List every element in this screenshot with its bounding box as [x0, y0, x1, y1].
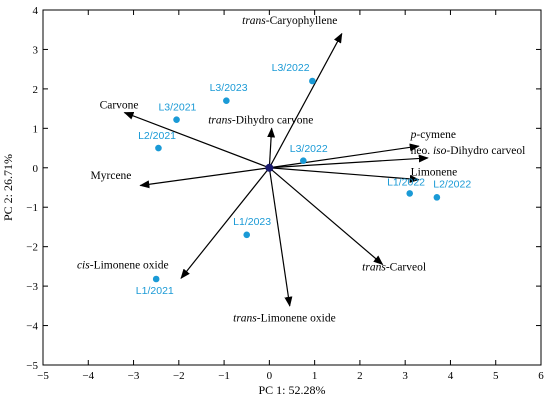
- variable-label-prefix: trans: [208, 115, 232, 127]
- plot-frame: [42, 9, 542, 366]
- observation-point: [152, 275, 160, 283]
- variable-label: trans-Limonene oxide: [233, 313, 336, 325]
- y-tick-label: −3: [26, 281, 38, 293]
- variable-label-text: -Dihydro carveol: [446, 145, 525, 157]
- x-tick-label: −4: [82, 370, 94, 382]
- loading-arrow: [268, 167, 293, 307]
- loading-arrow: [269, 154, 429, 169]
- variable-label-text: -cymene: [416, 129, 456, 141]
- observation-point: [300, 157, 307, 164]
- observation-label: L3/2023: [210, 82, 248, 94]
- x-tick-label: −1: [218, 370, 230, 382]
- variable-label-prefix: p: [410, 129, 417, 141]
- variable-label-text: -Limonene oxide: [90, 259, 169, 271]
- observation-point: [406, 190, 414, 197]
- variable-label-text: Limonene: [411, 167, 458, 179]
- observation-point: [155, 144, 162, 152]
- observation-point: [223, 97, 230, 105]
- variable-label: Limonene: [411, 167, 458, 179]
- x-tick-label: −3: [128, 370, 140, 382]
- x-tick-label: −2: [173, 370, 185, 382]
- loading-arrow: [267, 127, 276, 168]
- y-tick-label: 1: [33, 123, 39, 135]
- variable-label-prefix: trans: [233, 313, 257, 325]
- variable-label-text: -Limonene oxide: [257, 313, 336, 325]
- x-axis-title: PC 1: 52.28%: [258, 383, 325, 397]
- y-tick-label: 4: [33, 5, 39, 17]
- y-tick-label: −2: [26, 242, 38, 254]
- x-tick-label: 6: [538, 370, 544, 382]
- variable-label-text: -Carveol: [386, 261, 426, 273]
- variable-label: cis-Limonene oxide: [77, 259, 169, 271]
- x-tick-label: 3: [402, 370, 408, 382]
- loading-arrow: [139, 167, 270, 189]
- y-tick-label: 2: [33, 84, 39, 96]
- variable-label: neo. iso-Dihydro carveol: [411, 145, 526, 157]
- loading-arrow: [269, 167, 420, 183]
- variable-label: trans-Carveol: [362, 261, 426, 273]
- loading-arrow: [269, 143, 420, 169]
- variable-label-prefix: cis: [77, 259, 90, 271]
- variable-label-prefix: trans: [242, 15, 266, 27]
- observation-label: L1/2023: [233, 216, 271, 228]
- origin-point: [265, 163, 274, 172]
- y-tick-label: −4: [26, 321, 38, 333]
- variable-label: p-cymene: [410, 129, 456, 141]
- observation-point: [173, 116, 180, 123]
- y-tick-label: −5: [26, 360, 38, 372]
- observation-label: L3/2022: [272, 62, 310, 74]
- variable-label-text: neo.: [411, 145, 433, 157]
- variable-label-text: -Caryophyllene: [266, 15, 338, 27]
- variable-label-text: Myrcene: [91, 170, 132, 182]
- variable-label-prefix: trans: [362, 261, 386, 273]
- variable-label: Myrcene: [91, 170, 132, 182]
- y-tick-label: 3: [33, 44, 39, 56]
- loading-arrow: [268, 32, 343, 169]
- x-tick-label: 5: [493, 370, 499, 382]
- variable-label-text: Carvone: [100, 100, 139, 112]
- loading-arrow: [268, 167, 384, 266]
- loading-vectors: trans-CaryophylleneCarvonetrans-Dihydro …: [77, 15, 525, 325]
- x-tick-label: 4: [448, 370, 454, 382]
- observation-point: [243, 231, 251, 239]
- observation-label: L3/2021: [158, 102, 196, 114]
- axes: −5 −4 −3 −2 −1 0 1 2 3 4 5 6 −5 −4 −3 −2 −1 0 1 2 3 4: [26, 5, 544, 382]
- x-tick-label: 1: [312, 370, 318, 382]
- y-tick-label: 0: [33, 163, 39, 175]
- loading-arrow: [180, 167, 270, 280]
- variable-label: trans-Caryophyllene: [242, 15, 337, 27]
- observation-point: [309, 77, 316, 85]
- y-tick-label: −1: [26, 202, 38, 214]
- observation-label: L3/2022: [290, 143, 328, 155]
- observation-label: L2/2021: [138, 130, 176, 142]
- observation-points: L3/2022 L3/2023 L3/2021 L2/2021 L3/2022 L1/20…: [136, 62, 472, 297]
- observation-label: L2/2022: [433, 179, 471, 191]
- loading-arrow: [123, 111, 270, 169]
- observation-point: [433, 194, 441, 201]
- y-axis-title: PC 2: 26.71%: [1, 154, 15, 221]
- variable-label-text: -Dihydro carvone: [232, 115, 313, 127]
- x-tick-label: 2: [357, 370, 363, 382]
- variable-label: trans-Dihydro carvone: [208, 115, 313, 127]
- variable-label-italic: iso: [433, 145, 447, 157]
- x-tick-label: 0: [267, 370, 273, 382]
- x-tick-label: −5: [37, 370, 49, 382]
- observation-label: L1/2021: [136, 285, 174, 297]
- variable-label: Carvone: [100, 100, 139, 112]
- observation-label: L1/2022: [387, 177, 425, 189]
